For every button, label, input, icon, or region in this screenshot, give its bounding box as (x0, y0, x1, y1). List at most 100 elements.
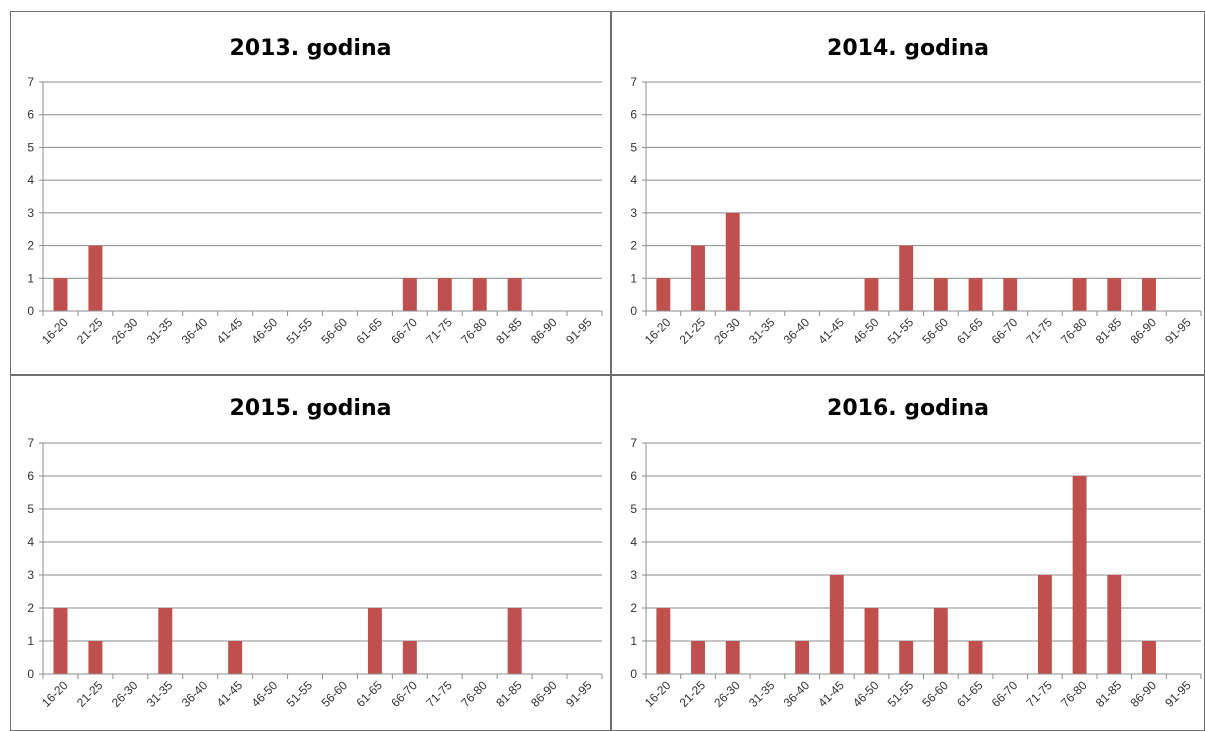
x-tick-label: 91-95 (563, 315, 595, 347)
y-tick-label: 6 (27, 469, 34, 483)
x-tick-label: 86-90 (528, 315, 560, 347)
chart-svg: 2014. godina 0 1 2 3 4 5 6 7 16-20 21-25 26-30 31-35… (611, 11, 1205, 375)
y-tick-label: 7 (630, 75, 637, 89)
x-tick-label: 86-90 (1127, 678, 1159, 710)
y-tick-label: 1 (27, 271, 34, 285)
x-tick-label: 26-30 (109, 678, 141, 710)
y-tick-label: 1 (630, 271, 637, 285)
chart-frame (611, 375, 1205, 731)
y-tick-label: 1 (27, 634, 34, 648)
x-tick-label: 71-75 (1023, 678, 1055, 710)
x-tick-label: 36-40 (179, 315, 211, 347)
chart-svg: 2015. godina 0 1 2 3 4 5 6 7 16-20 21-25 26-30 31-35… (10, 375, 611, 731)
x-tick-label: 36-40 (781, 678, 813, 710)
x-tick-label: 81-85 (1093, 678, 1125, 710)
y-tick-label: 0 (630, 667, 637, 681)
x-tick-label: 66-70 (989, 315, 1021, 347)
x-tick-label: 31-35 (144, 315, 176, 347)
bar-56-60 (933, 278, 948, 311)
x-tick-label: 51-55 (284, 315, 316, 347)
y-tick-label: 2 (630, 239, 637, 253)
x-tick-label: 76-80 (458, 678, 490, 710)
x-tick-label: 91-95 (1162, 315, 1194, 347)
x-tick-label: 36-40 (179, 678, 211, 710)
bar-36-40 (795, 641, 810, 674)
chart-title: 2014. godina (827, 36, 989, 61)
x-tick-label: 46-50 (249, 678, 281, 710)
x-tick-label: 61-65 (954, 678, 986, 710)
bar-16-20 (53, 278, 68, 311)
y-tick-label: 7 (27, 436, 34, 450)
x-tick-label: 71-75 (423, 678, 455, 710)
x-tick-label: 16-20 (39, 315, 71, 347)
bar-46-50 (864, 608, 879, 674)
y-tick-label: 6 (630, 469, 637, 483)
bar-56-60 (933, 608, 948, 674)
y-tick-label: 5 (27, 140, 34, 154)
bar-26-30 (725, 641, 740, 674)
x-tick-label: 46-50 (249, 315, 281, 347)
bar-66-70 (402, 278, 417, 311)
x-tick-label: 41-45 (815, 678, 847, 710)
y-tick-label: 3 (630, 206, 637, 220)
bar-76-80 (472, 278, 487, 311)
y-tick-label: 3 (27, 568, 34, 582)
chart-2016: 2016. godina 0 1 2 3 4 5 6 7 16-20 21-25 26-30 31-35… (611, 375, 1205, 731)
bar-71-75 (1037, 575, 1052, 674)
x-tick-label: 26-30 (711, 678, 743, 710)
x-tick-label: 91-95 (563, 678, 595, 710)
x-tick-label: 86-90 (528, 678, 560, 710)
chart-svg: 2013. godina 0 1 2 3 4 5 6 7 16-20 21-25 26-30 31-35… (10, 11, 611, 375)
x-tick-label: 51-55 (284, 678, 316, 710)
y-tick-label: 7 (630, 436, 637, 450)
bar-81-85 (1107, 278, 1122, 311)
y-tick-label: 0 (27, 304, 34, 318)
chart-2013: 2013. godina 0 1 2 3 4 5 6 7 16-20 21-25 26-30 31-35… (10, 11, 611, 375)
bar-16-20 (656, 608, 671, 674)
x-tick-label: 41-45 (214, 315, 246, 347)
y-tick-label: 4 (630, 535, 637, 549)
bar-81-85 (507, 608, 522, 674)
bar-66-70 (1003, 278, 1018, 311)
bar-16-20 (656, 278, 671, 311)
bar-21-25 (88, 245, 103, 311)
x-tick-label: 56-60 (318, 678, 350, 710)
bar-66-70 (402, 641, 417, 674)
y-tick-label: 1 (630, 634, 637, 648)
chart-title: 2015. godina (230, 396, 392, 421)
bar-41-45 (829, 575, 844, 674)
x-tick-label: 31-35 (144, 678, 176, 710)
chart-frame (10, 375, 611, 731)
y-tick-label: 5 (630, 140, 637, 154)
x-tick-label: 61-65 (353, 315, 385, 347)
x-tick-label: 41-45 (214, 678, 246, 710)
bar-81-85 (1107, 575, 1122, 674)
x-tick-label: 21-25 (74, 315, 106, 347)
chart-2015: 2015. godina 0 1 2 3 4 5 6 7 16-20 21-25 26-30 31-35… (10, 375, 611, 731)
y-tick-label: 3 (630, 568, 637, 582)
bar-26-30 (725, 212, 740, 311)
chart-title: 2016. godina (827, 396, 989, 421)
x-tick-label: 61-65 (954, 315, 986, 347)
y-tick-label: 0 (630, 304, 637, 318)
x-tick-label: 51-55 (885, 678, 917, 710)
x-tick-label: 31-35 (746, 315, 778, 347)
bar-21-25 (691, 245, 705, 311)
x-tick-label: 91-95 (1162, 678, 1194, 710)
bar-71-75 (437, 278, 452, 311)
x-tick-label: 16-20 (642, 678, 674, 710)
bar-21-25 (88, 641, 103, 674)
y-tick-label: 7 (27, 75, 34, 89)
bar-86-90 (1142, 641, 1156, 674)
y-tick-label: 4 (27, 173, 34, 187)
x-tick-label: 66-70 (989, 678, 1021, 710)
x-tick-label: 56-60 (919, 315, 951, 347)
x-tick-label: 71-75 (1023, 315, 1055, 347)
x-tick-label: 61-65 (353, 678, 385, 710)
x-tick-label: 76-80 (458, 315, 490, 347)
x-tick-label: 46-50 (850, 315, 882, 347)
x-tick-label: 51-55 (885, 315, 917, 347)
y-tick-label: 2 (630, 601, 637, 615)
x-tick-label: 71-75 (423, 315, 455, 347)
